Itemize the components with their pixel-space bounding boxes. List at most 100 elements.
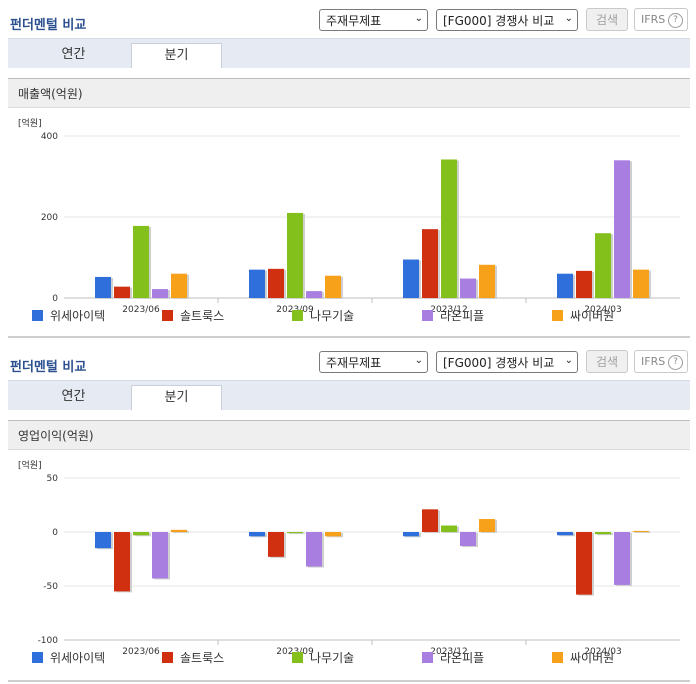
legend-swatch: [32, 310, 43, 321]
peer-group-select[interactable]: [FG000] 경쟁사 비교 ⌄: [436, 9, 578, 31]
bar[interactable]: [171, 529, 187, 532]
search-button[interactable]: 검색: [586, 350, 628, 373]
bar[interactable]: [576, 532, 592, 595]
bar[interactable]: [422, 229, 438, 298]
bar[interactable]: [422, 509, 438, 532]
x-tick-label: 2024/03: [584, 305, 621, 315]
tab-quarterly[interactable]: 분기: [131, 385, 222, 410]
legend-label[interactable]: 싸이버원: [570, 651, 614, 665]
statement-type-select[interactable]: 주재무제표 ⌄: [319, 9, 428, 31]
bar[interactable]: [441, 525, 457, 532]
bar[interactable]: [114, 532, 130, 592]
x-tick-label: 2023/12: [430, 647, 467, 657]
ifrs-help-button[interactable]: IFRS?: [634, 8, 688, 31]
legend-swatch: [162, 652, 173, 663]
question-icon: ?: [668, 13, 683, 28]
bar[interactable]: [595, 532, 611, 535]
bar[interactable]: [249, 269, 265, 298]
peer-group-value: [FG000] 경쟁사 비교: [443, 356, 555, 370]
bar[interactable]: [287, 532, 303, 534]
y-tick-label: 400: [41, 132, 58, 142]
y-tick-label: -100: [38, 636, 59, 646]
bar[interactable]: [614, 160, 630, 298]
x-tick-label: 2023/06: [122, 647, 160, 657]
period-tabs: 연간 분기: [8, 380, 690, 410]
bar[interactable]: [325, 532, 341, 537]
y-tick-label: -50: [43, 582, 58, 592]
search-button[interactable]: 검색: [586, 8, 628, 31]
bar[interactable]: [633, 269, 649, 298]
ifrs-label: IFRS: [641, 13, 666, 26]
legend-swatch: [162, 310, 173, 321]
legend-swatch: [32, 652, 43, 663]
bar[interactable]: [557, 532, 573, 536]
question-icon: ?: [668, 355, 683, 370]
panel-header: 펀더멘털 비교 주재무제표 ⌄ [FG000] 경쟁사 비교 ⌄ 검색 IFRS?: [8, 350, 690, 380]
bar[interactable]: [268, 532, 284, 557]
bar[interactable]: [152, 532, 168, 579]
panel-title: 펀더멘털 비교: [10, 360, 87, 375]
bar[interactable]: [95, 532, 111, 549]
panel-title: 펀더멘털 비교: [10, 18, 87, 33]
legend-swatch: [422, 652, 433, 663]
operating-profit-bar-chart: [억원]-100-500502023/062023/092023/122024/…: [18, 459, 680, 665]
bar[interactable]: [325, 275, 341, 298]
legend-swatch: [292, 310, 303, 321]
bar[interactable]: [460, 278, 476, 298]
unit-label: [억원]: [18, 459, 42, 471]
x-tick-label: 2024/03: [584, 647, 621, 657]
bar[interactable]: [557, 273, 573, 298]
bar[interactable]: [306, 532, 322, 567]
period-tabs: 연간 분기: [8, 38, 690, 68]
tab-annual[interactable]: 연간: [61, 389, 86, 404]
bar[interactable]: [133, 532, 149, 536]
bar[interactable]: [441, 159, 457, 298]
bar[interactable]: [614, 532, 630, 585]
fundamental-panel-sales: 펀더멘털 비교 주재무제표 ⌄ [FG000] 경쟁사 비교 ⌄ 검색 IFRS? …: [8, 8, 690, 340]
legend-label[interactable]: 위세아이텍: [50, 651, 105, 665]
bar[interactable]: [576, 270, 592, 298]
bar[interactable]: [403, 259, 419, 298]
bar[interactable]: [633, 530, 649, 532]
bar[interactable]: [268, 268, 284, 298]
legend-swatch: [292, 652, 303, 663]
legend-label[interactable]: 나무기술: [310, 309, 354, 323]
bar[interactable]: [133, 225, 149, 298]
chevron-down-icon: ⌄: [564, 13, 573, 24]
bar[interactable]: [479, 519, 495, 532]
legend-swatch: [552, 310, 563, 321]
legend-label[interactable]: 솔트룩스: [180, 651, 224, 665]
bar[interactable]: [152, 289, 168, 298]
divider: [8, 680, 690, 682]
bar[interactable]: [95, 276, 111, 298]
statement-type-value: 주재무제표: [326, 14, 382, 28]
legend-swatch: [422, 310, 433, 321]
tab-quarterly[interactable]: 분기: [131, 43, 222, 68]
statement-type-select[interactable]: 주재무제표 ⌄: [319, 351, 428, 373]
peer-group-value: [FG000] 경쟁사 비교: [443, 14, 555, 28]
legend-label[interactable]: 라온피플: [440, 309, 484, 323]
bar[interactable]: [306, 291, 322, 298]
sales-bar-chart: [억원]02004002023/062023/092023/122024/03위…: [18, 117, 680, 323]
chevron-down-icon: ⌄: [414, 355, 423, 366]
peer-group-select[interactable]: [FG000] 경쟁사 비교 ⌄: [436, 351, 578, 373]
legend-swatch: [552, 652, 563, 663]
bar[interactable]: [460, 532, 476, 547]
bar[interactable]: [249, 532, 265, 537]
bar[interactable]: [287, 212, 303, 298]
legend-label[interactable]: 나무기술: [310, 651, 354, 665]
bar[interactable]: [171, 273, 187, 298]
legend-label[interactable]: 라온피플: [440, 651, 484, 665]
ifrs-help-button[interactable]: IFRS?: [634, 350, 688, 373]
statement-type-value: 주재무제표: [326, 356, 382, 370]
bar[interactable]: [403, 532, 419, 537]
legend-label[interactable]: 위세아이텍: [50, 309, 105, 323]
bar[interactable]: [479, 264, 495, 298]
tab-annual[interactable]: 연간: [61, 47, 86, 62]
y-tick-label: 50: [47, 474, 59, 484]
bar[interactable]: [114, 286, 130, 298]
bar[interactable]: [595, 233, 611, 298]
legend-label[interactable]: 싸이버원: [570, 309, 614, 323]
bar-shadow: [635, 531, 651, 533]
legend-label[interactable]: 솔트룩스: [180, 309, 224, 323]
